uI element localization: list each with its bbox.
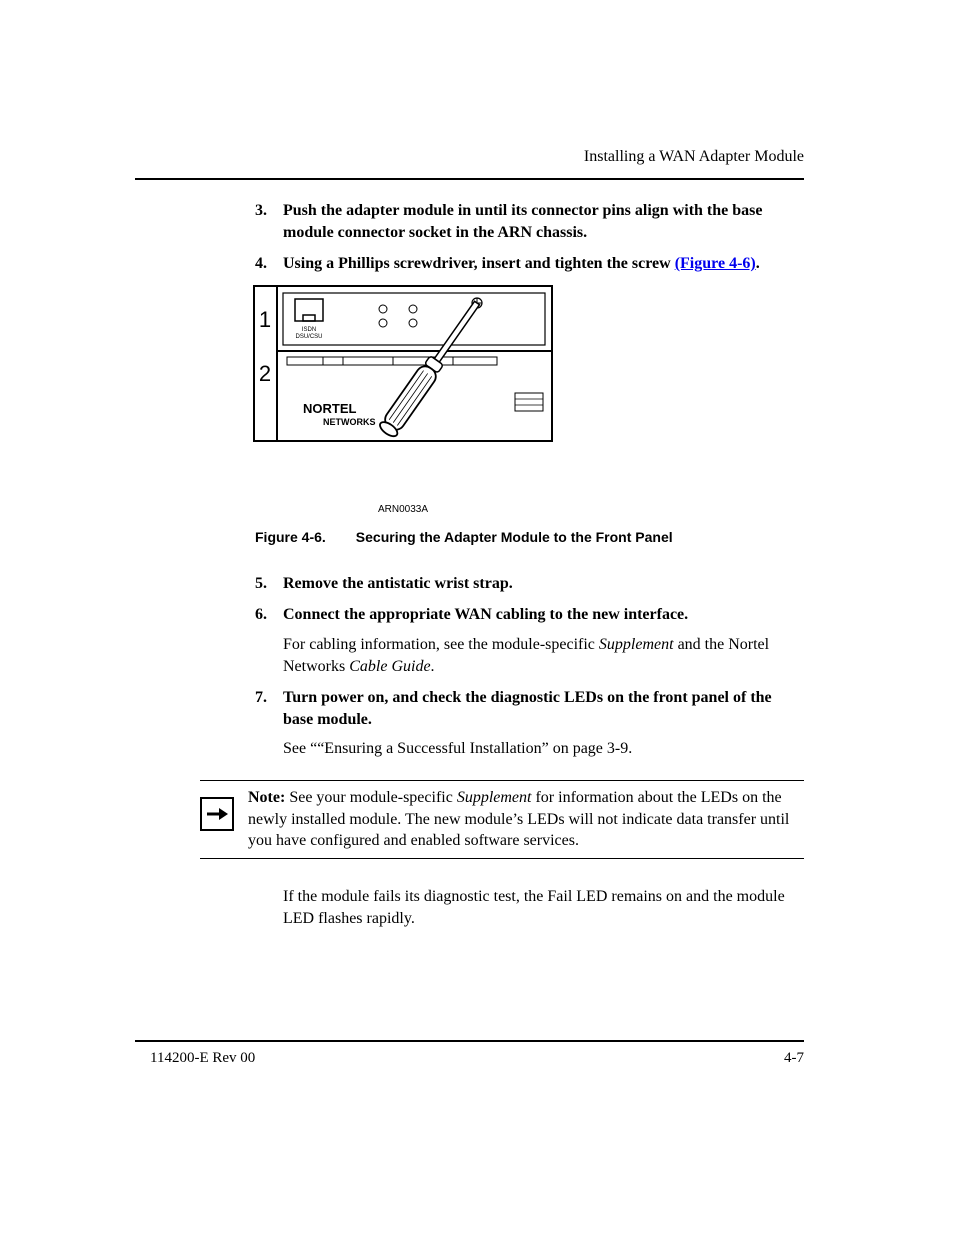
step-7-body: See ““Ensuring a Successful Installation…: [283, 738, 804, 760]
footer-left: 114200-E Rev 00: [150, 1050, 255, 1067]
note-arrow-icon: [200, 797, 234, 831]
step-5-text: Remove the antistatic wrist strap.: [283, 575, 513, 592]
page: Installing a WAN Adapter Module Push the…: [0, 0, 954, 1235]
step-list-a: Push the adapter module in until its con…: [255, 200, 804, 275]
footer-right: 4-7: [784, 1050, 804, 1067]
note-block: Note: See your module-specific Supplemen…: [200, 780, 804, 859]
note-rule-top: [200, 780, 804, 781]
figure-label: Figure 4-6.: [255, 529, 326, 545]
note-rule-bottom: [200, 858, 804, 859]
figure-code: ARN0033A: [253, 504, 553, 515]
step-3-text: Push the adapter module in until its con…: [283, 202, 762, 241]
step-4: Using a Phillips screwdriver, insert and…: [255, 253, 804, 275]
svg-text:NETWORKS: NETWORKS: [323, 417, 376, 427]
step-4-pre: Using a Phillips screwdriver, insert and…: [283, 255, 675, 272]
note-text: Note: See your module-specific Supplemen…: [248, 787, 804, 852]
svg-text:ISDN: ISDN: [302, 327, 316, 333]
note-label: Note:: [248, 789, 285, 806]
step-6: Connect the appropriate WAN cabling to t…: [255, 604, 804, 677]
svg-text:1: 1: [259, 307, 271, 332]
note-em: Supplement: [457, 789, 532, 806]
adapter-module-diagram: 1 2 ISDN DSU/CSU: [253, 285, 553, 495]
svg-text:NORTEL: NORTEL: [303, 401, 357, 416]
svg-text:2: 2: [259, 361, 271, 386]
step-6-body-em2: Cable Guide: [349, 658, 430, 675]
running-header: Installing a WAN Adapter Module: [584, 148, 804, 166]
figure-caption: Figure 4-6. Securing the Adapter Module t…: [255, 529, 804, 545]
step-6-body-em1: Supplement: [599, 636, 674, 653]
step-6-text: Connect the appropriate WAN cabling to t…: [283, 606, 688, 623]
after-note-paragraph: If the module fails its diagnostic test,…: [283, 886, 804, 929]
svg-text:DSU/CSU: DSU/CSU: [295, 334, 322, 340]
step-6-body-post: .: [431, 658, 435, 675]
note-pre: See your module-specific: [285, 789, 457, 806]
step-7: Turn power on, and check the diagnostic …: [255, 687, 804, 760]
step-4-text: Using a Phillips screwdriver, insert and…: [283, 255, 760, 272]
footer-rule: [135, 1040, 804, 1042]
header-rule: [135, 178, 804, 180]
step-5: Remove the antistatic wrist strap.: [255, 573, 804, 595]
step-3: Push the adapter module in until its con…: [255, 200, 804, 243]
step-6-body: For cabling information, see the module-…: [283, 634, 804, 677]
figure-caption-text: Securing the Adapter Module to the Front…: [356, 529, 673, 545]
step-6-body-pre: For cabling information, see the module-…: [283, 636, 599, 653]
step-list-b: Remove the antistatic wrist strap. Conne…: [255, 573, 804, 760]
figure-4-6-link[interactable]: (Figure 4-6): [675, 255, 756, 272]
figure-4-6: 1 2 ISDN DSU/CSU: [253, 285, 804, 515]
main-content: Push the adapter module in until its con…: [255, 200, 804, 770]
step-4-post: .: [756, 255, 760, 272]
step-7-text: Turn power on, and check the diagnostic …: [283, 689, 772, 728]
